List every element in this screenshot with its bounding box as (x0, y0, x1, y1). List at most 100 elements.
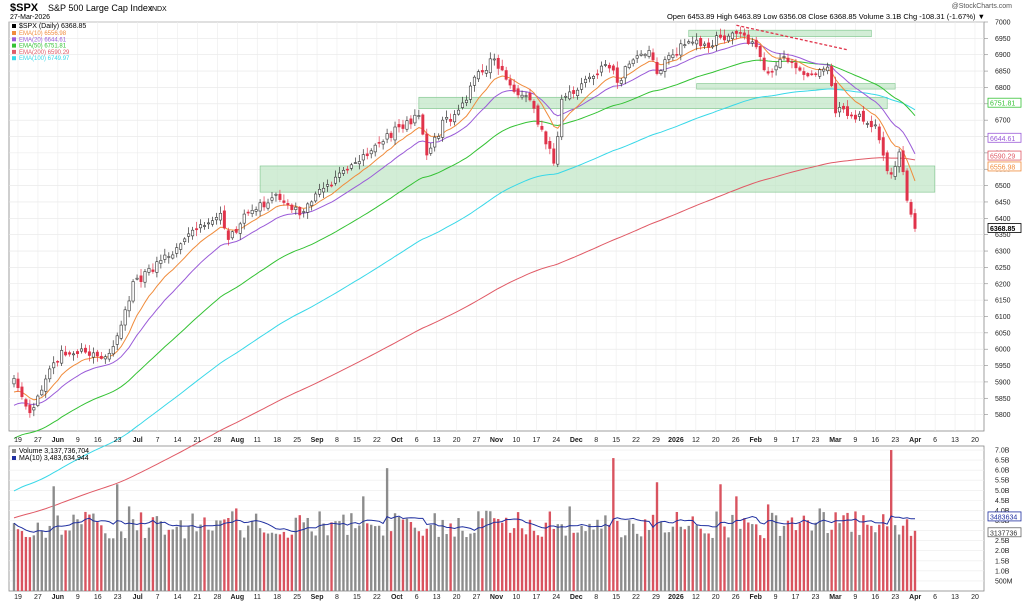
candle-body (56, 360, 60, 363)
price-tick-label: 6350 (995, 232, 1011, 239)
candle-body (675, 53, 679, 56)
volume-bar (294, 517, 297, 591)
volume-date-tick-label: Dec (570, 594, 583, 601)
date-tick-label: 16 (871, 437, 879, 444)
volume-bar (889, 450, 893, 591)
candle-body (544, 131, 548, 145)
volume-bar (584, 531, 587, 591)
volume-date-tick-label: 6 (933, 594, 937, 601)
volume-date-tick-label: 14 (174, 594, 182, 601)
candle-body (560, 98, 564, 138)
volume-tick-label: 1.5B (995, 558, 1010, 565)
volume-tick-label: 2.5B (995, 538, 1010, 545)
candle-body (588, 76, 592, 80)
volume-bar (147, 527, 151, 591)
volume-bar (358, 525, 361, 591)
volume-bar (886, 526, 889, 591)
candle-body (326, 184, 330, 187)
candle-body (802, 71, 806, 75)
volume-bar (155, 516, 159, 591)
volume-bar (755, 524, 758, 591)
date-tick-label: 13 (951, 437, 959, 444)
volume-bar (56, 515, 59, 591)
volume-date-tick-label: 17 (792, 594, 800, 601)
candle-body (576, 89, 580, 97)
volume-bar (635, 533, 639, 591)
candle-body (504, 70, 508, 80)
candle-body (40, 389, 44, 396)
volume-bar (552, 528, 555, 591)
candle-body (99, 355, 103, 359)
price-tick-label: 6250 (995, 265, 1011, 272)
candle-body (290, 204, 294, 211)
candle-body (250, 210, 254, 214)
volume-bar (16, 529, 20, 591)
date-tick-label: 22 (632, 437, 640, 444)
volume-date-tick-label: 7 (156, 594, 160, 601)
volume-bar (707, 533, 710, 591)
volume-bar (219, 520, 222, 591)
candle-body (814, 73, 818, 76)
volume-bar (711, 537, 714, 591)
volume-bar (826, 533, 829, 591)
volume-bar (882, 514, 885, 591)
candle-body (687, 41, 691, 44)
candle-body (786, 57, 790, 63)
volume-bar (96, 522, 99, 591)
volume-bar (449, 523, 452, 591)
volume-bar (330, 522, 333, 591)
candle-body (345, 168, 349, 171)
candle-body (671, 54, 675, 58)
candle-body (389, 132, 393, 138)
volume-bar (92, 513, 95, 591)
volume-bar (858, 534, 861, 591)
volume-date-tick-label: 28 (213, 594, 221, 601)
candle-body (385, 133, 389, 140)
date-tick-label: 15 (612, 437, 620, 444)
volume-date-tick-label: 8 (335, 594, 339, 601)
candle-body (135, 277, 139, 280)
volume-bar (568, 506, 571, 591)
volume-bar (227, 518, 230, 591)
volume-bar (762, 538, 766, 591)
legend-swatch (12, 56, 16, 61)
candle-body (492, 58, 496, 61)
volume-bar (350, 513, 353, 591)
candle-body (298, 206, 302, 216)
candle-body (445, 117, 449, 120)
candle-body (278, 193, 282, 200)
candle-body (322, 187, 326, 193)
candle-body (381, 141, 385, 145)
date-tick-label: 27 (473, 437, 481, 444)
volume-bar (246, 525, 250, 591)
candle-body (738, 32, 742, 34)
legend-swatch (12, 37, 16, 42)
candle-body (274, 193, 278, 196)
candle-body (774, 65, 778, 71)
volume-date-tick-label: 15 (353, 594, 361, 601)
candle-body (730, 32, 734, 39)
volume-bar (322, 523, 325, 591)
volume-bar (32, 535, 36, 591)
volume-bar (723, 526, 726, 591)
candle-body (699, 38, 703, 47)
price-value-box (987, 97, 1022, 108)
volume-bar (119, 531, 123, 591)
price-value-box (987, 223, 1022, 233)
volume-bar (564, 535, 567, 591)
volume-date-tick-label: 26 (732, 594, 740, 601)
volume-date-tick-label: 11 (254, 594, 261, 601)
volume-bar (286, 537, 290, 591)
candle-body (337, 172, 341, 178)
candle-body (691, 41, 695, 44)
support-zone (259, 165, 936, 193)
volume-bar (504, 517, 508, 591)
volume-bar (604, 515, 607, 591)
candle-body (476, 71, 480, 80)
volume-date-tick-label: 21 (194, 594, 202, 601)
volume-bar (580, 525, 583, 591)
volume-date-tick-label: 10 (513, 594, 521, 601)
symbol-label: $SPX (10, 2, 39, 14)
candle-body (635, 55, 639, 59)
volume-bar (191, 513, 194, 591)
